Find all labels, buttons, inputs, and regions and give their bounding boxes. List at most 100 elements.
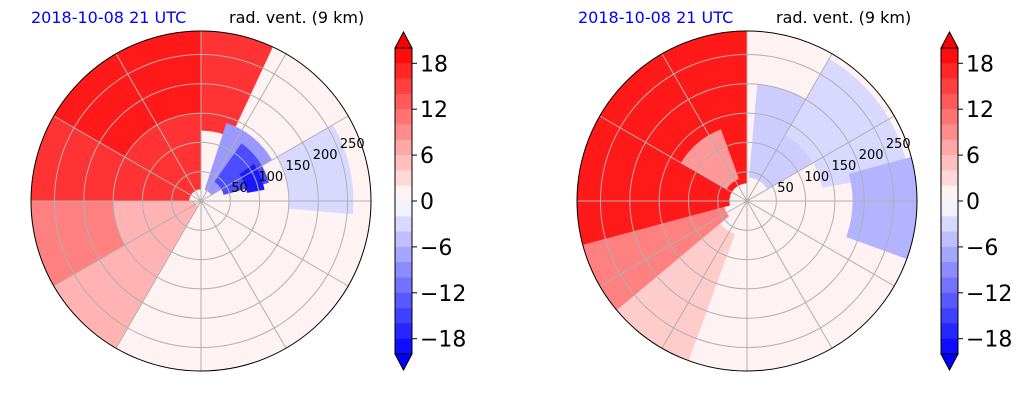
grid-spoke-30 [746, 53, 833, 202]
colorbar-bin [941, 292, 958, 309]
grid-spoke-210 [115, 200, 202, 349]
colorbar-bin [941, 201, 958, 217]
colorbar-tick-label: −12 [966, 282, 1012, 307]
colorbar-bin [941, 277, 958, 294]
colorbar-tick-label: 6 [966, 144, 980, 169]
colorbar-tick-label: −18 [420, 328, 466, 353]
grid-spoke-330 [661, 53, 748, 202]
colorbar-bin [395, 63, 412, 79]
colorbar-bin [941, 170, 958, 186]
colorbar-tick-label: −6 [966, 236, 998, 261]
grid-spoke-330 [115, 53, 202, 202]
field-region-8 [277, 124, 354, 215]
colorbar-bin [395, 109, 412, 125]
colorbar-bin [395, 338, 412, 355]
colorbar-bin [395, 308, 412, 324]
polar-grid-left [30, 30, 372, 372]
colorbar-bin [395, 277, 412, 294]
polar-field-left [31, 31, 371, 371]
title-date-right: 2018-10-08 21 UTC [578, 8, 733, 27]
colorbar-tick-label: 12 [966, 98, 994, 123]
colorbar-bin [395, 216, 412, 232]
title-date-left: 2018-10-08 21 UTC [31, 8, 186, 27]
colorbar-extend-min [940, 353, 959, 372]
colorbar-bin [395, 185, 412, 202]
colorbar-bin [395, 201, 412, 217]
colorbar-bin [941, 216, 958, 232]
field-region-4 [31, 201, 125, 286]
colorbar-bin [395, 124, 412, 141]
colorbar-bin [395, 170, 412, 186]
field-region-3 [681, 129, 739, 190]
grid-spoke-30 [200, 53, 287, 202]
colorbar-bin [941, 323, 958, 339]
field-region-5 [785, 58, 909, 188]
radial-label: 100 [258, 170, 283, 185]
colorbar-bin [941, 78, 958, 95]
colorbar-tick-label: −12 [420, 282, 466, 307]
colorbar-tick-label: 12 [420, 98, 448, 123]
grid-spoke-150 [746, 200, 833, 349]
radial-label: 200 [859, 148, 884, 163]
colorbar-bin [395, 78, 412, 95]
colorbar-bin [941, 48, 958, 64]
colorbar-extend-max [394, 30, 413, 49]
colorbar-extend-min [394, 353, 413, 372]
field-region-2 [616, 223, 735, 361]
colorbar-bin [941, 109, 958, 125]
grid-spoke-300 [599, 115, 748, 202]
colorbar-extend-max [940, 30, 959, 49]
grid-spoke-120 [200, 200, 349, 287]
colorbar-bin [941, 185, 958, 202]
field-region-7 [239, 164, 265, 193]
colorbar-right: 18 12 6 0 −6 −12 −18 [940, 30, 1012, 372]
grid-spoke-240 [53, 200, 202, 287]
colorbar-bin [395, 292, 412, 309]
colorbar-bin [941, 308, 958, 324]
colorbar-bin [941, 124, 958, 141]
title-field-right: rad. vent. (9 km) [776, 8, 911, 27]
colorbar-tick-label: 0 [966, 190, 980, 215]
grid-spoke-60 [746, 115, 895, 202]
colorbar-tick-label: 18 [966, 52, 994, 77]
grid-spoke-210 [661, 200, 748, 349]
colorbar-bin [941, 139, 958, 156]
colorbar-bin [941, 93, 958, 110]
grid-spoke-120 [746, 200, 895, 287]
colorbar-tick-label: 6 [420, 144, 434, 169]
polar-plot-left: 2018-10-08 21 UTC rad. vent. (9 km) 50 10… [30, 8, 372, 372]
field-region-6 [846, 157, 917, 260]
colorbar-tick-label: −18 [966, 328, 1012, 353]
radial-label: 50 [231, 181, 248, 196]
polar-grid-right [576, 30, 918, 372]
field-region-1 [201, 31, 273, 138]
title-field-left: rad. vent. (9 km) [229, 8, 364, 27]
polar-frame [576, 30, 918, 372]
colorbar-bin [395, 155, 412, 171]
colorbar-bin [941, 246, 958, 263]
colorbar-bin [941, 262, 958, 278]
field-region-9 [142, 201, 369, 371]
field-region-2 [53, 31, 201, 158]
colorbar-tick-label: −6 [420, 236, 452, 261]
grid-spoke-300 [53, 115, 202, 202]
colorbar-bin [395, 93, 412, 110]
polar-plot-right: 2018-10-08 21 UTC rad. vent. (9 km) 50 10… [576, 8, 918, 372]
colorbar-bin [941, 63, 958, 79]
radial-label: 250 [340, 137, 365, 152]
colorbar-tick-label: 18 [420, 52, 448, 77]
colorbar-bin [395, 262, 412, 278]
radial-label: 50 [777, 181, 794, 196]
field-region-0 [577, 31, 747, 245]
colorbar-bin [395, 323, 412, 339]
colorbar-bin [395, 48, 412, 64]
grid-spoke-240 [599, 200, 748, 287]
radial-label: 250 [886, 137, 911, 152]
colorbar-tick-label: 0 [420, 190, 434, 215]
colorbar-bin [395, 246, 412, 263]
field-region-7 [688, 201, 907, 371]
colorbar-bin [941, 155, 958, 171]
radial-label: 150 [286, 159, 311, 174]
